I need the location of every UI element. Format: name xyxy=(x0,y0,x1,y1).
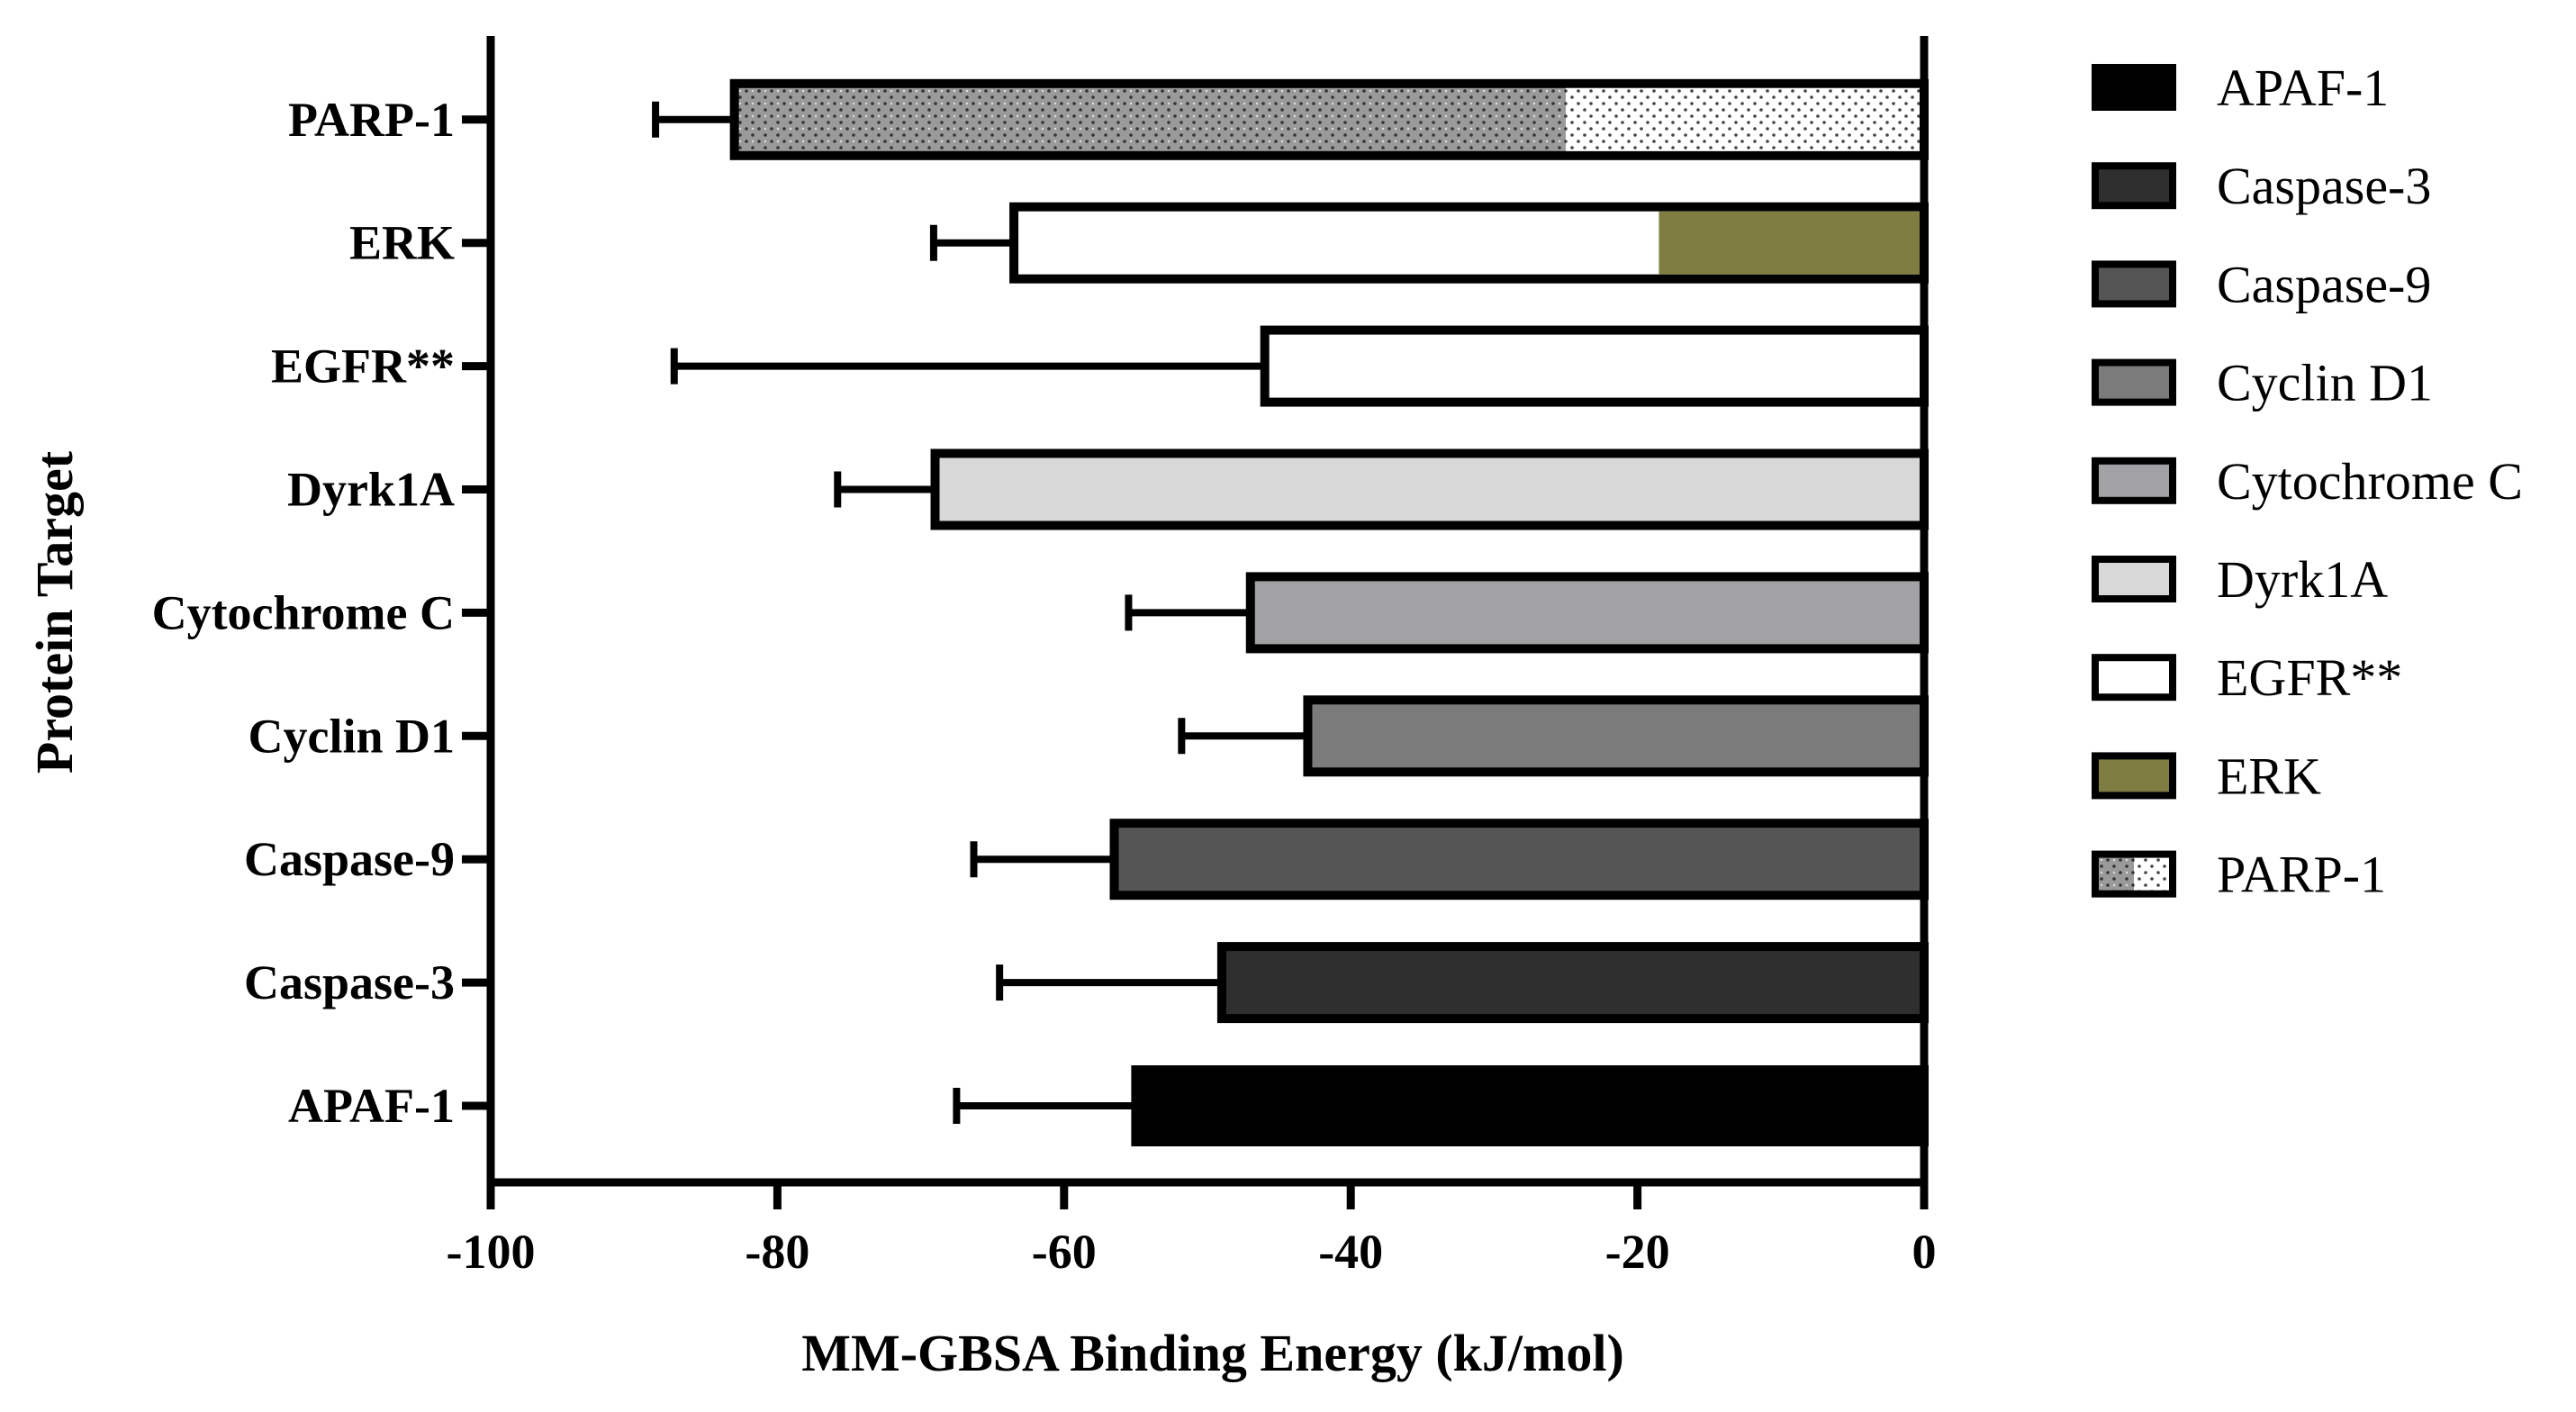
legend-item: ERK xyxy=(2092,747,2321,805)
y-tick-label: EGFR** xyxy=(271,339,455,394)
legend-label: Caspase-3 xyxy=(2217,157,2431,215)
bar-group-1 xyxy=(996,942,1930,1024)
bar xyxy=(1245,572,1929,654)
legend-swatch xyxy=(2092,556,2176,602)
bar-inner-segment xyxy=(1659,211,1920,275)
legend-label: ERK xyxy=(2217,747,2321,805)
legend-item: Caspase-3 xyxy=(2092,157,2431,215)
bar xyxy=(930,448,1929,530)
legend-swatch xyxy=(2092,162,2176,210)
legend-item: Caspase-9 xyxy=(2092,255,2431,313)
bar xyxy=(1216,942,1930,1024)
legend-label: Dyrk1A xyxy=(2217,550,2388,609)
legend-swatch xyxy=(2092,654,2176,701)
legend-label: Cyclin D1 xyxy=(2217,354,2433,412)
bar-group-4 xyxy=(1125,572,1929,654)
legend-swatch-inner xyxy=(2134,857,2169,891)
y-tick-label: Caspase-3 xyxy=(244,955,455,1009)
bar-inner-segment xyxy=(1566,87,1920,151)
legend-label: PARP-1 xyxy=(2217,846,2386,904)
bar xyxy=(1131,1065,1929,1146)
bar xyxy=(1303,695,1929,777)
bar-group-3 xyxy=(1178,695,1929,777)
legend-label: EGFR** xyxy=(2217,648,2402,707)
y-tick-label: ERK xyxy=(349,216,455,270)
x-tick-label: -60 xyxy=(1032,1225,1097,1279)
axes: MM-GBSA Binding Energy (kJ/mol) Protein … xyxy=(25,36,1937,1382)
y-tick-label: PARP-1 xyxy=(288,93,455,147)
legend-label: APAF-1 xyxy=(2217,59,2389,117)
y-tick-label: APAF-1 xyxy=(288,1079,455,1133)
legend-item: APAF-1 xyxy=(2092,59,2389,117)
legend-swatch xyxy=(2092,457,2176,504)
bar xyxy=(1260,325,1930,407)
legend-label: Caspase-9 xyxy=(2217,255,2431,313)
bar-group-5 xyxy=(834,448,1929,530)
x-axis-title: MM-GBSA Binding Energy (kJ/mol) xyxy=(801,1324,1624,1382)
x-tick-label: 0 xyxy=(1912,1225,1937,1279)
y-tick-label: Cyclin D1 xyxy=(249,709,456,763)
bar-group-0 xyxy=(953,1065,1929,1146)
bar-group-8 xyxy=(652,78,1929,160)
legend-swatch xyxy=(2092,64,2176,111)
x-tick-label: -80 xyxy=(745,1225,809,1279)
legend-item: PARP-1 xyxy=(2092,846,2386,904)
y-tick-label: Dyrk1A xyxy=(287,463,455,517)
y-axis-title: Protein Target xyxy=(25,450,84,774)
legend-swatch xyxy=(2092,260,2176,308)
legend-label: Cytochrome C xyxy=(2217,452,2523,511)
x-tick-label: -100 xyxy=(447,1225,536,1279)
x-tick-label: -40 xyxy=(1318,1225,1383,1279)
bar-group-7 xyxy=(929,202,1929,284)
y-tick-label: Cytochrome C xyxy=(152,585,455,639)
bar-group-2 xyxy=(970,819,1929,901)
legend-swatch xyxy=(2092,752,2176,800)
plot-area xyxy=(652,78,1930,1146)
bar xyxy=(1109,819,1929,901)
legend-item: Cytochrome C xyxy=(2092,452,2523,511)
legend-item: Cyclin D1 xyxy=(2092,354,2433,412)
bar-group-6 xyxy=(670,325,1930,407)
x-tick-label: -20 xyxy=(1605,1225,1670,1279)
legend-swatch xyxy=(2092,358,2176,406)
legend-item: Dyrk1A xyxy=(2092,550,2388,609)
legend: APAF-1 Caspase-3 Caspase-9 Cyclin D1 Cytochr… xyxy=(2092,59,2523,904)
y-tick-label: Caspase-9 xyxy=(244,832,455,886)
legend-item: EGFR** xyxy=(2092,648,2402,707)
